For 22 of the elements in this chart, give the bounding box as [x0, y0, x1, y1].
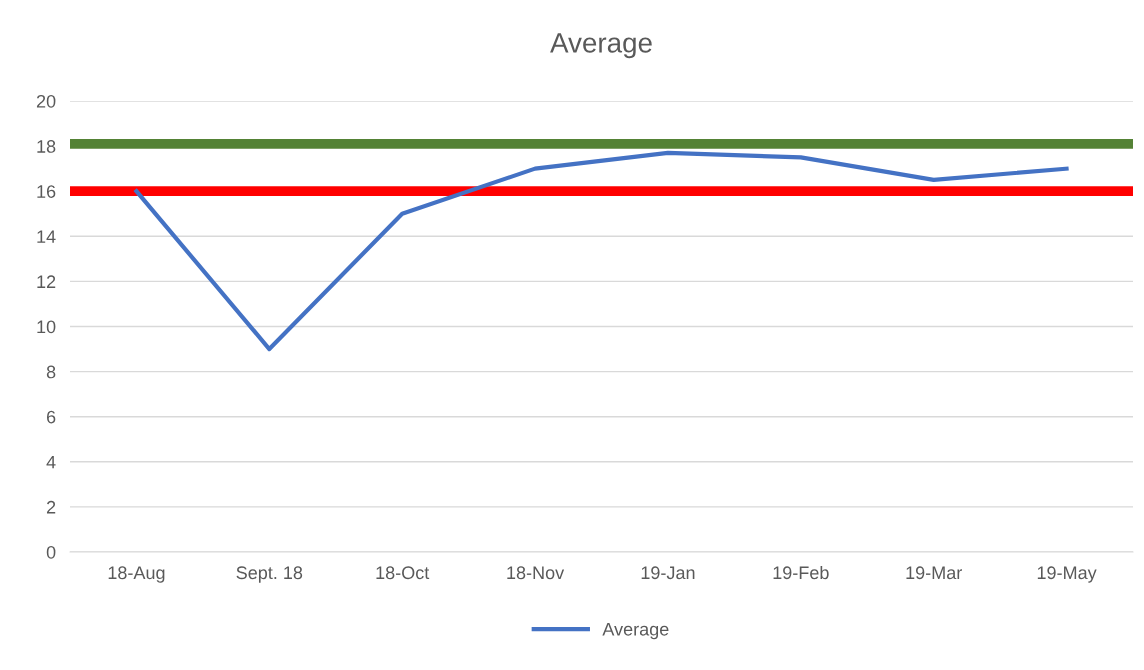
y-tick-label: 12: [37, 275, 56, 288]
x-tick-label: 19-Feb: [773, 565, 829, 580]
y-tick-label: 8: [46, 365, 56, 379]
x-tick-label: 19-Mar: [906, 566, 962, 580]
chart-title: Average: [550, 33, 652, 59]
y-tick-label: 4: [46, 455, 56, 469]
y-tick-label: 20: [36, 94, 56, 108]
y-tick-label: 18: [37, 140, 56, 153]
x-tick-label: 18-Oct: [376, 566, 430, 580]
x-tick-label: 18-Aug: [108, 566, 165, 583]
x-tick-label: Sept. 18: [236, 566, 303, 583]
y-tick-label: 16: [37, 185, 56, 198]
y-tick-label: 0: [46, 545, 56, 559]
y-tick-label: 6: [46, 410, 56, 424]
x-tick-label: 19-May: [1037, 566, 1097, 583]
x-tick-label: 19-Jan: [641, 566, 695, 580]
x-tick-label: 18-Nov: [507, 566, 565, 580]
y-tick-label: 2: [46, 500, 56, 514]
line-series: [134, 150, 1069, 352]
y-tick-label: 14: [37, 230, 56, 243]
legend-label: Average: [602, 623, 669, 640]
y-tick-label: 10: [37, 320, 56, 334]
